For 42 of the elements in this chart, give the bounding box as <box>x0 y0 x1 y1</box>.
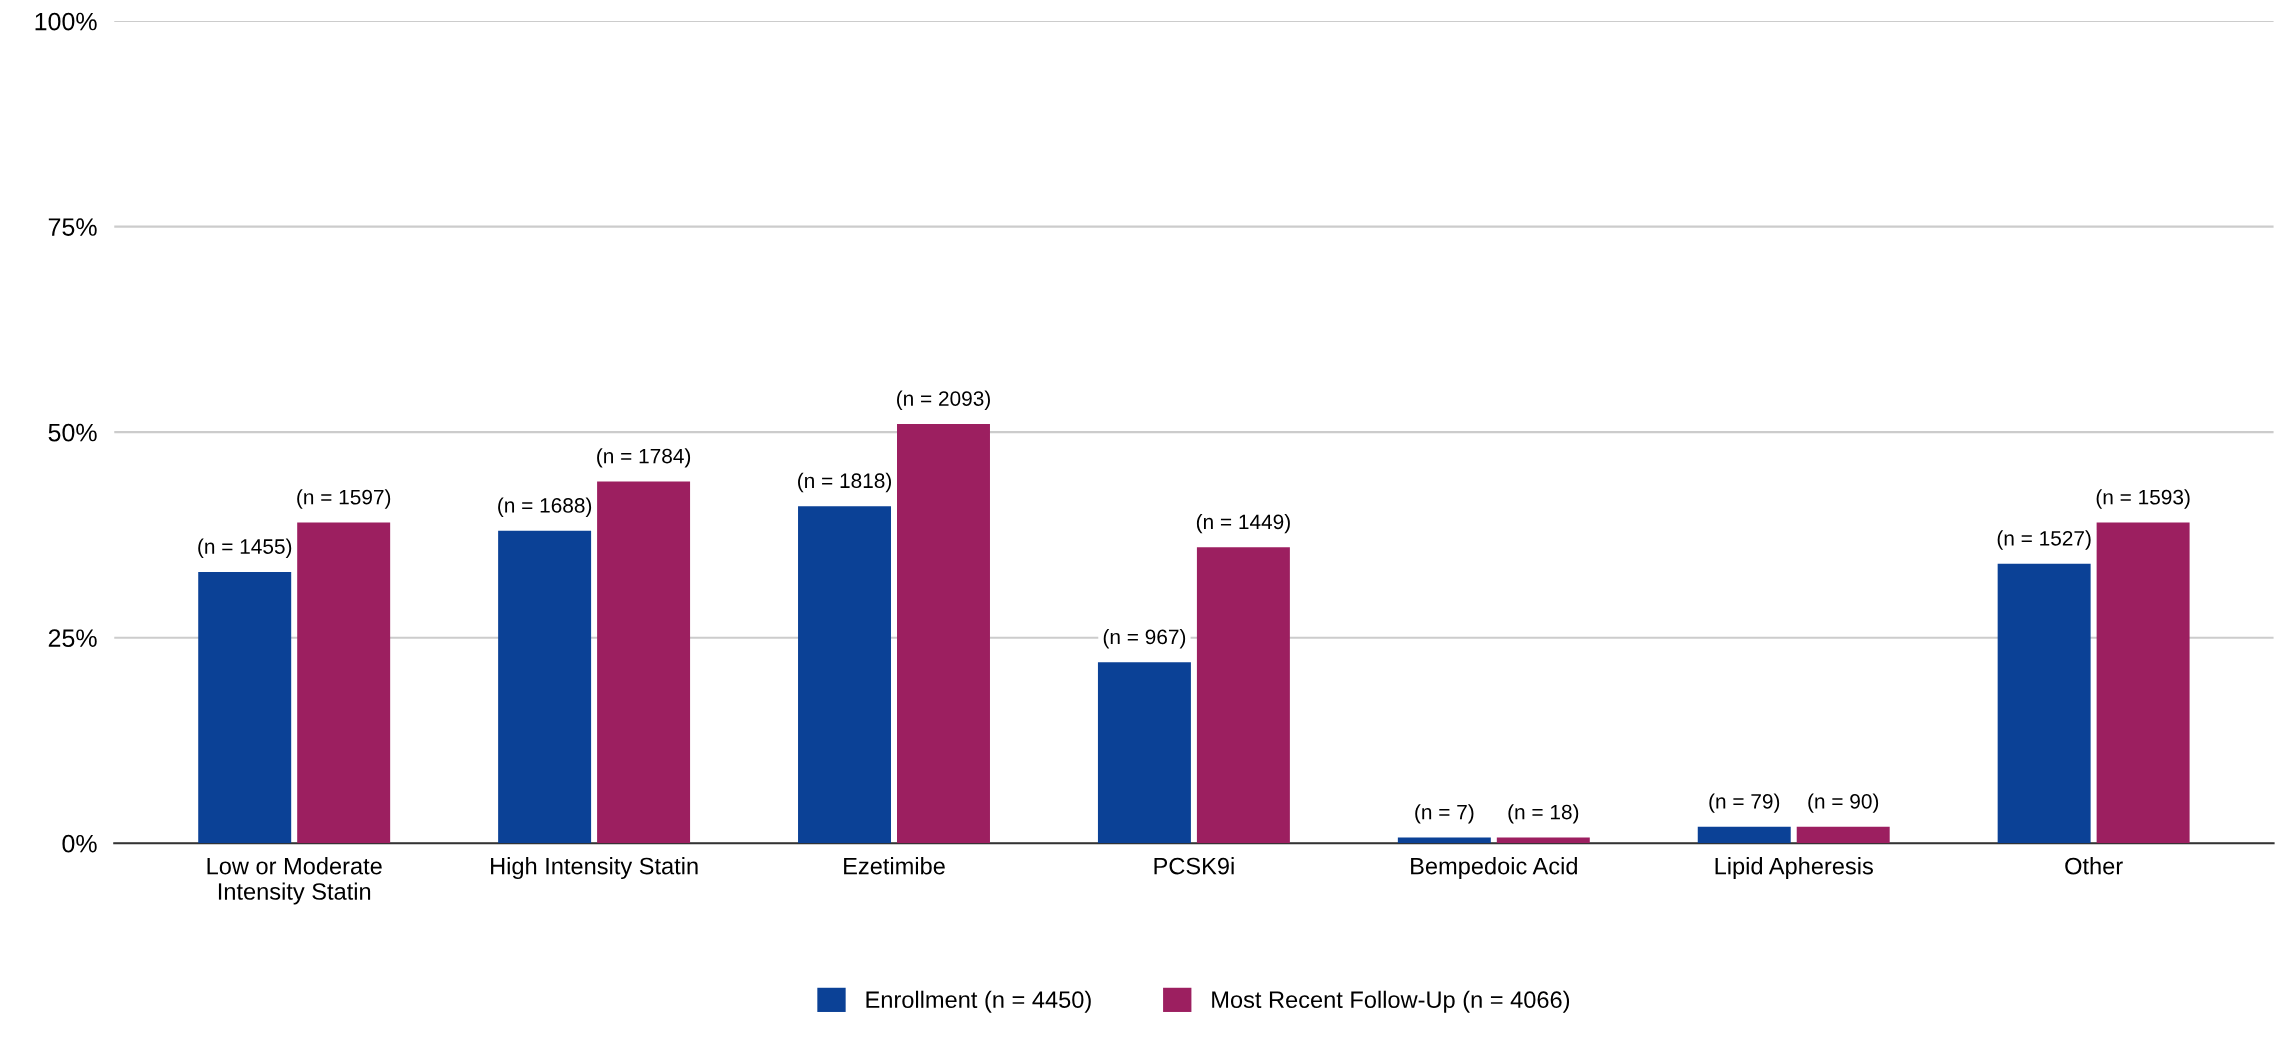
y-tick-label: 100% <box>35 12 97 31</box>
bar <box>897 423 990 844</box>
x-tick-label: Lipid Apheresis <box>1715 857 1873 880</box>
annotation: (n = 1593) <box>2096 489 2190 509</box>
annotation: (n = 1449) <box>1196 513 1290 534</box>
y-tick-label: 50% <box>48 423 97 442</box>
y-tick-label: 25% <box>48 629 97 647</box>
bar <box>1496 837 1590 844</box>
bar <box>1997 563 2091 844</box>
y-tick-label: 75% <box>48 218 97 236</box>
annotation: (n = 7) <box>1415 804 1474 824</box>
bar <box>597 481 691 844</box>
annotation: (n = 1527) <box>1997 530 2091 550</box>
bar <box>198 571 292 844</box>
annotation: (n = 1688) <box>498 497 592 517</box>
bar <box>1196 547 1290 844</box>
bar <box>498 530 592 844</box>
legend-label: Most Recent Follow-Up (n = 4066) <box>1212 990 1570 1013</box>
bar <box>2096 522 2190 844</box>
annotation: (n = 79) <box>1709 793 1780 813</box>
bar <box>1697 826 1791 844</box>
legend-label: Enrollment (n = 4450) <box>866 990 1091 1013</box>
x-tick-label: PCSK9i <box>1154 857 1234 875</box>
annotation: (n = 18) <box>1508 804 1579 824</box>
annotation: (n = 1455) <box>198 538 292 558</box>
x-tick-label: Ezetimibe <box>844 857 945 875</box>
annotation: (n = 1818) <box>798 472 892 493</box>
x-tick-label: Low or Moderate Intensity Statin <box>207 857 382 905</box>
x-tick-label: Bempedoic Acid <box>1411 857 1577 880</box>
y-tick-label: 0% <box>62 834 97 853</box>
bar <box>1796 826 1890 844</box>
bar <box>798 506 892 844</box>
bar <box>1397 837 1491 844</box>
annotation: (n = 2093) <box>897 390 990 411</box>
annotation: (n = 90) <box>1808 793 1879 813</box>
annotation: (n = 967) <box>1103 629 1186 649</box>
annotation: (n = 1597) <box>297 489 391 509</box>
bar <box>1097 662 1191 844</box>
bar <box>297 522 391 844</box>
annotation: (n = 1784) <box>597 448 691 468</box>
x-tick-label: High Intensity Statin <box>491 857 698 880</box>
x-tick-label: Other <box>2065 857 2123 875</box>
